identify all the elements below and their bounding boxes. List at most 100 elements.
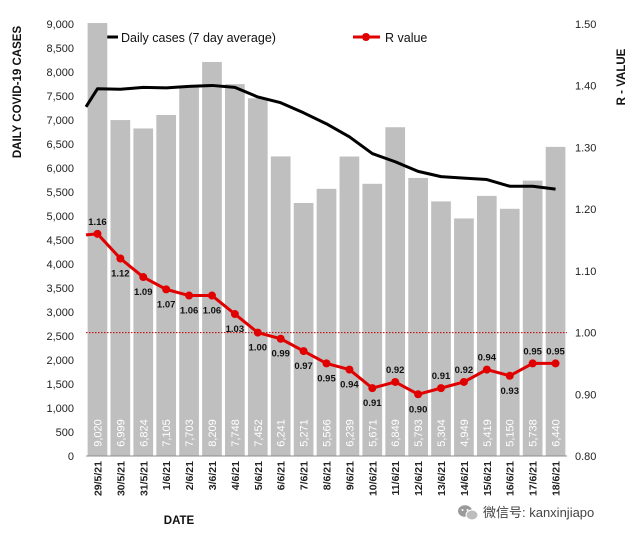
- x-axis-category-label: 15/6/21: [482, 461, 494, 496]
- bars-layer: [87, 23, 566, 457]
- r-value-data-label: 0.97: [294, 361, 313, 372]
- r-value-point: [551, 359, 560, 368]
- bar-value-label: 5,793: [413, 419, 425, 447]
- bar-value-label: 5,566: [322, 419, 334, 447]
- legend: Daily cases (7 day average) R value: [90, 31, 427, 45]
- x-axis-category-label: 11/6/21: [390, 461, 402, 496]
- bar-value-label: 5,271: [299, 419, 311, 447]
- bar-value-label: 4,949: [459, 419, 471, 447]
- legend-label-r-value: R value: [385, 31, 427, 45]
- x-axis-category-label: 3/6/21: [207, 461, 219, 490]
- seven-day-average-line: [84, 83, 556, 191]
- bar-value-label: 6,239: [344, 419, 356, 447]
- x-axis-category-label: 31/5/21: [138, 461, 150, 496]
- bar-value-label: 7,452: [253, 419, 265, 447]
- r-value-point: [276, 334, 285, 343]
- right-axis-tick-label: 0.80: [575, 451, 596, 463]
- left-axis-tick-label: 7,500: [46, 91, 74, 103]
- x-axis-category-label: 30/5/21: [115, 461, 127, 496]
- bar-value-label: 7,748: [230, 419, 242, 447]
- r-value-point: [322, 359, 331, 368]
- r-value-data-label: 0.94: [340, 380, 359, 391]
- r-value-point: [230, 310, 239, 319]
- bar-daily-cases: [545, 146, 566, 456]
- bar-daily-cases: [225, 84, 245, 456]
- bar-daily-cases: [133, 128, 154, 456]
- r-value-point: [162, 285, 171, 294]
- bar-value-label: 6,849: [390, 419, 402, 447]
- left-axis-tick-label: 8,500: [46, 43, 74, 55]
- r-value-data-label: 1.06: [203, 306, 222, 317]
- r-value-data-label: 1.07: [157, 299, 176, 310]
- right-axis-tick-label: 1.30: [575, 142, 596, 154]
- bar-value-label: 5,150: [505, 419, 517, 447]
- r-value-point: [482, 365, 491, 374]
- r-value-point: [414, 390, 423, 399]
- x-axis-category-label: 4/6/21: [230, 461, 242, 490]
- x-axis-category-label: 7/6/21: [299, 461, 311, 490]
- bar-daily-cases: [522, 180, 543, 457]
- r-value-point: [437, 384, 446, 393]
- x-axis-category-label: 29/5/21: [92, 461, 104, 496]
- bar-daily-cases: [293, 202, 314, 456]
- x-axis-category-label: 8/6/21: [322, 461, 334, 490]
- bar-daily-cases: [339, 156, 360, 456]
- x-axis-title: DATE: [164, 515, 195, 527]
- r-value-point: [207, 291, 216, 300]
- x-axis-category-label: 5/6/21: [253, 461, 265, 490]
- left-axis-tick-label: 500: [56, 427, 74, 439]
- left-axis-tick-label: 2,000: [46, 355, 74, 367]
- bar-daily-cases: [431, 201, 451, 456]
- left-axis-tick-label: 1,000: [46, 403, 74, 415]
- watermark: 微信号: kanxinjiapo: [458, 505, 594, 521]
- r-value-point: [345, 365, 354, 374]
- x-axis-category-label: 9/6/21: [344, 461, 356, 490]
- right-axis-tick-label: 1.40: [575, 81, 596, 93]
- axis-ticks-layer: 0 500 1,000 1,500 2,000 2,500 3,000 3,500 4,000 4…: [46, 19, 596, 496]
- bar-value-label: 6,241: [276, 419, 288, 447]
- left-axis-tick-label: 6,000: [46, 163, 74, 175]
- right-axis-tick-label: 1.10: [575, 266, 596, 278]
- bar-value-label: 5,419: [482, 419, 494, 447]
- x-axis-category-label: 18/6/21: [551, 461, 563, 496]
- bar-daily-cases: [454, 218, 474, 456]
- x-axis-category-label: 2/6/21: [184, 461, 196, 490]
- bar-value-label: 7,703: [184, 419, 196, 447]
- bar-daily-cases: [202, 61, 222, 457]
- right-axis-tick-label: 0.90: [575, 389, 596, 401]
- r-value-data-label: 0.92: [386, 365, 405, 376]
- bar-value-label: 5,671: [367, 419, 379, 447]
- bar-value-label: 6,440: [551, 419, 563, 447]
- bar-value-label: 7,105: [161, 419, 173, 447]
- right-axis-tick-label: 1.20: [575, 204, 596, 216]
- r-value-data-label: 0.93: [500, 386, 519, 397]
- bar-daily-cases: [408, 177, 428, 456]
- right-axis-title: R - VALUE: [616, 48, 628, 105]
- r-value-point: [253, 328, 262, 337]
- r-value-data-label: 0.92: [455, 365, 474, 376]
- lines-layer: [84, 83, 567, 399]
- left-axis-tick-label: 8,000: [46, 67, 74, 79]
- left-axis-tick-label: 5,500: [46, 187, 74, 199]
- left-axis-tick-label: 2,500: [46, 331, 74, 343]
- left-axis-tick-label: 4,500: [46, 235, 74, 247]
- bar-value-label: 6,824: [138, 419, 150, 447]
- left-axis-tick-label: 0: [68, 451, 74, 463]
- bar-value-label: 9,020: [92, 419, 104, 447]
- right-axis-tick-label: 1.50: [575, 19, 596, 31]
- bar-daily-cases: [110, 120, 131, 456]
- bar-daily-cases: [316, 188, 337, 456]
- bar-daily-cases: [247, 98, 268, 456]
- x-axis-category-label: 1/6/21: [161, 461, 173, 490]
- r-value-data-label: 1.00: [249, 343, 268, 354]
- watermark-text: 微信号: kanxinjiapo: [483, 505, 594, 520]
- r-value-data-label: 1.09: [134, 287, 153, 298]
- left-axis-tick-label: 9,000: [46, 19, 74, 31]
- r-value-data-label: 1.16: [88, 217, 107, 228]
- labels-layer: 9,020 6,999 6,824 7,105 7,703 8,209 7,748 7,452…: [88, 217, 565, 447]
- bar-daily-cases: [179, 86, 199, 457]
- r-value-point: [391, 377, 400, 386]
- x-axis-category-label: 12/6/21: [413, 461, 425, 496]
